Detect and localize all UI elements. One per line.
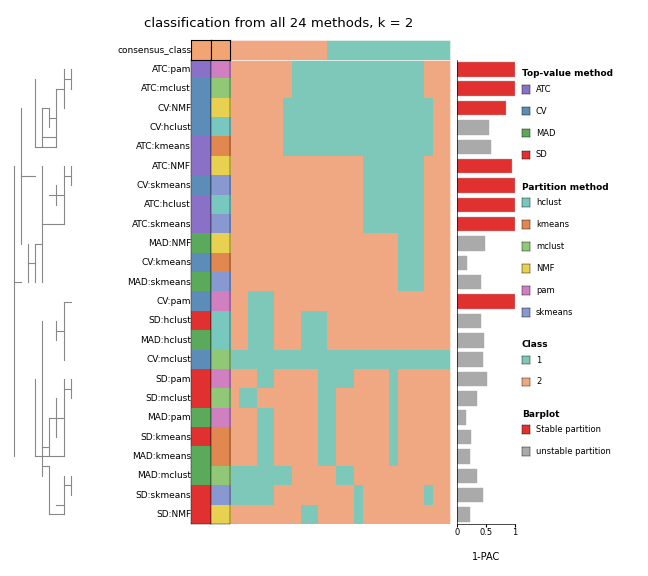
Text: Barplot: Barplot <box>522 410 559 419</box>
Bar <box>457 333 484 347</box>
Bar <box>457 430 472 444</box>
Text: CV:kmeans: CV:kmeans <box>141 259 191 267</box>
Bar <box>457 468 477 483</box>
Text: SD:mclust: SD:mclust <box>145 394 191 403</box>
Bar <box>457 411 465 425</box>
Text: ATC: ATC <box>536 85 551 94</box>
Text: SD: SD <box>536 150 548 160</box>
Text: kmeans: kmeans <box>536 220 569 229</box>
Text: CV:mclust: CV:mclust <box>146 355 191 364</box>
Bar <box>457 81 515 96</box>
Text: NMF: NMF <box>536 264 555 273</box>
Bar <box>457 256 467 270</box>
Text: MAD:mclust: MAD:mclust <box>137 471 191 480</box>
Bar <box>457 236 485 251</box>
Text: Partition method: Partition method <box>522 183 608 192</box>
Bar <box>457 159 512 173</box>
Text: 2: 2 <box>536 377 541 386</box>
Text: pam: pam <box>536 286 555 295</box>
Text: MAD:pam: MAD:pam <box>148 413 191 422</box>
Bar <box>457 62 515 77</box>
Text: 1-PAC: 1-PAC <box>472 552 500 562</box>
Text: SD:kmeans: SD:kmeans <box>140 433 191 442</box>
Text: classification from all 24 methods, k = 2: classification from all 24 methods, k = … <box>144 17 413 31</box>
Bar <box>457 101 507 115</box>
Text: CV:pam: CV:pam <box>157 297 191 306</box>
Bar <box>457 507 470 522</box>
Bar <box>457 275 481 290</box>
Text: CV:NMF: CV:NMF <box>157 104 191 112</box>
Text: ATC:skmeans: ATC:skmeans <box>132 219 191 229</box>
Bar <box>457 178 515 193</box>
Text: SD:skmeans: SD:skmeans <box>135 491 191 499</box>
Text: ATC:NMF: ATC:NMF <box>152 162 191 170</box>
Bar <box>457 139 491 154</box>
Bar <box>457 449 470 464</box>
Text: ATC:hclust: ATC:hclust <box>145 200 191 209</box>
Text: hclust: hclust <box>536 198 561 207</box>
Bar <box>457 120 489 135</box>
Text: Top-value method: Top-value method <box>522 69 612 78</box>
Text: MAD: MAD <box>536 128 555 138</box>
Text: 1: 1 <box>536 355 541 365</box>
Text: ATC:pam: ATC:pam <box>152 65 191 74</box>
Text: CV: CV <box>536 107 548 116</box>
Bar <box>457 294 515 309</box>
Bar <box>457 372 487 386</box>
Text: CV:hclust: CV:hclust <box>149 123 191 132</box>
Text: MAD:NMF: MAD:NMF <box>148 239 191 248</box>
Text: skmeans: skmeans <box>536 308 573 317</box>
Bar <box>457 353 483 367</box>
Bar <box>457 314 481 328</box>
Bar <box>457 217 515 232</box>
Text: Class: Class <box>522 340 548 349</box>
Text: Stable partition: Stable partition <box>536 425 601 434</box>
Bar <box>457 198 515 212</box>
Text: mclust: mclust <box>536 242 564 251</box>
Text: SD:hclust: SD:hclust <box>148 316 191 325</box>
Text: ATC:mclust: ATC:mclust <box>141 84 191 93</box>
Text: consensus_class: consensus_class <box>117 46 191 55</box>
Text: SD:pam: SD:pam <box>156 374 191 384</box>
Bar <box>457 488 483 502</box>
Text: MAD:hclust: MAD:hclust <box>140 336 191 345</box>
Bar <box>457 391 477 406</box>
Text: CV:skmeans: CV:skmeans <box>137 181 191 190</box>
Text: SD:NMF: SD:NMF <box>156 510 191 519</box>
Text: unstable partition: unstable partition <box>536 447 611 456</box>
Text: ATC:kmeans: ATC:kmeans <box>136 142 191 151</box>
Text: MAD:kmeans: MAD:kmeans <box>132 452 191 461</box>
Text: MAD:skmeans: MAD:skmeans <box>128 278 191 287</box>
